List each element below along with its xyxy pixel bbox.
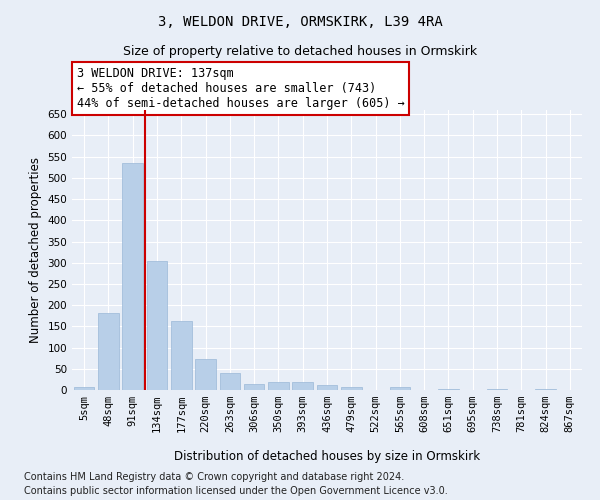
Bar <box>98 313 119 390</box>
Text: Size of property relative to detached houses in Ormskirk: Size of property relative to detached ho… <box>123 45 477 58</box>
Bar <box>292 382 313 390</box>
Bar <box>317 385 337 390</box>
Text: Contains HM Land Registry data © Crown copyright and database right 2024.: Contains HM Land Registry data © Crown c… <box>24 472 404 482</box>
Y-axis label: Number of detached properties: Number of detached properties <box>29 157 42 343</box>
Bar <box>171 321 191 390</box>
Bar <box>389 388 410 390</box>
Text: Distribution of detached houses by size in Ormskirk: Distribution of detached houses by size … <box>174 450 480 463</box>
Bar <box>244 384 265 390</box>
Bar <box>487 389 508 390</box>
Text: 3 WELDON DRIVE: 137sqm
← 55% of detached houses are smaller (743)
44% of semi-de: 3 WELDON DRIVE: 137sqm ← 55% of detached… <box>77 67 404 110</box>
Bar <box>438 389 459 390</box>
Bar <box>146 261 167 390</box>
Bar <box>268 382 289 390</box>
Text: 3, WELDON DRIVE, ORMSKIRK, L39 4RA: 3, WELDON DRIVE, ORMSKIRK, L39 4RA <box>158 15 442 29</box>
Bar <box>220 373 240 390</box>
Bar <box>195 360 216 390</box>
Text: Contains public sector information licensed under the Open Government Licence v3: Contains public sector information licen… <box>24 486 448 496</box>
Bar <box>74 386 94 390</box>
Bar <box>535 388 556 390</box>
Bar <box>122 163 143 390</box>
Bar <box>341 388 362 390</box>
